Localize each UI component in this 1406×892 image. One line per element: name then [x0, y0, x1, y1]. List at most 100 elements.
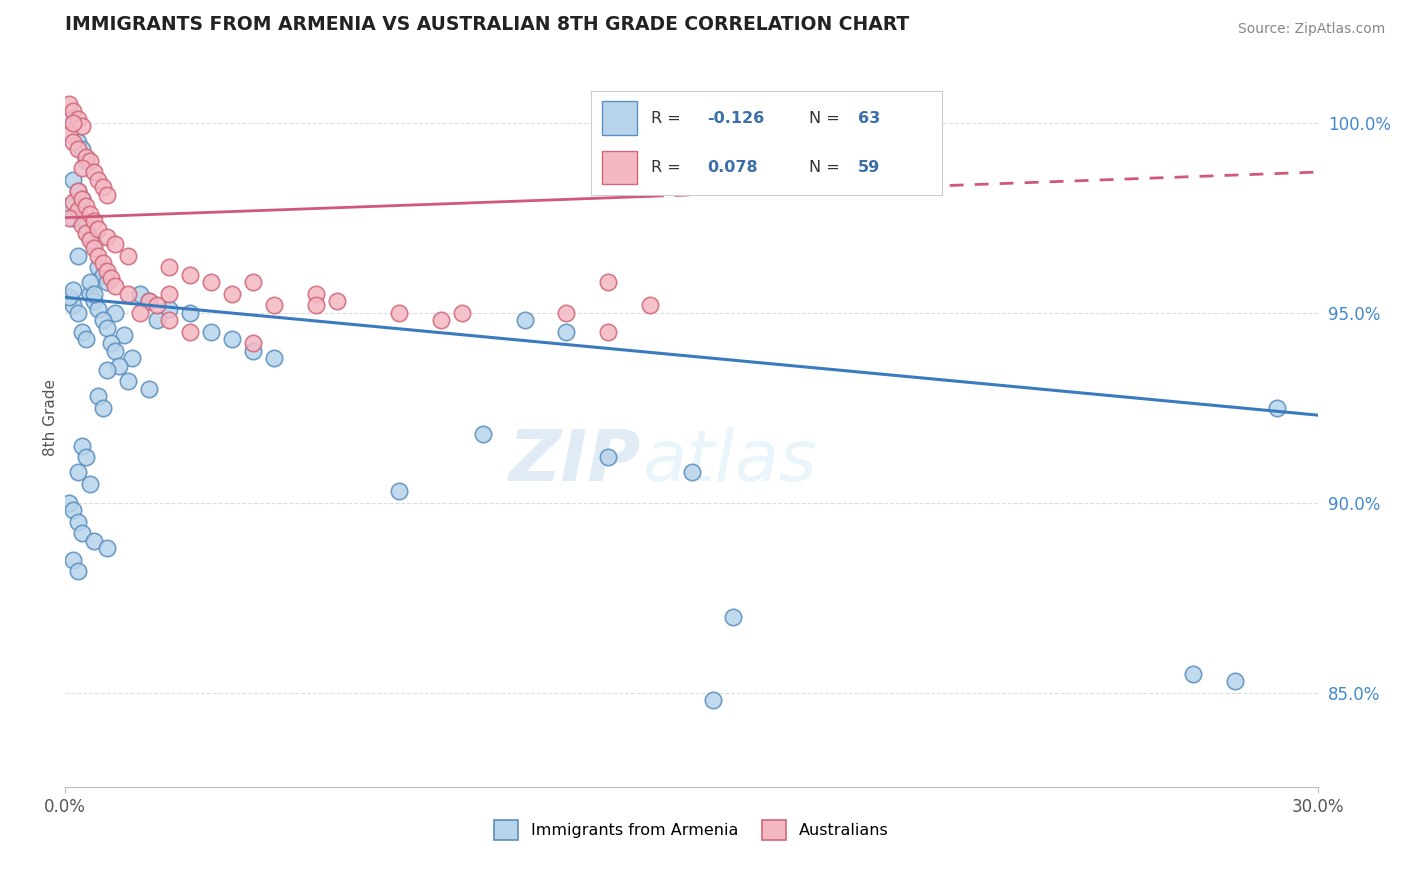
Point	[87, 389, 110, 403]
Point	[83, 241, 105, 255]
Point	[70, 192, 93, 206]
Point	[58, 108, 80, 122]
Point	[87, 301, 110, 316]
Point	[129, 305, 152, 319]
Point	[70, 142, 93, 156]
Point	[242, 343, 264, 358]
Point	[305, 286, 328, 301]
Point	[242, 275, 264, 289]
Point	[129, 286, 152, 301]
Point	[66, 249, 89, 263]
Point	[179, 268, 201, 282]
Point	[58, 127, 80, 141]
Point	[70, 192, 93, 206]
Point	[75, 153, 97, 168]
Point	[58, 495, 80, 509]
Point	[104, 237, 127, 252]
Point	[87, 172, 110, 186]
Point	[66, 465, 89, 479]
Point	[179, 325, 201, 339]
Point	[79, 234, 101, 248]
Text: IMMIGRANTS FROM ARMENIA VS AUSTRALIAN 8TH GRADE CORRELATION CHART: IMMIGRANTS FROM ARMENIA VS AUSTRALIAN 8T…	[65, 15, 910, 34]
Point	[159, 260, 181, 274]
Point	[513, 313, 536, 327]
Point	[87, 260, 110, 274]
Point	[159, 286, 181, 301]
Point	[146, 298, 169, 312]
Point	[146, 313, 169, 327]
Point	[87, 249, 110, 263]
Point	[96, 187, 118, 202]
Point	[70, 161, 93, 176]
Point	[138, 382, 160, 396]
Point	[62, 211, 84, 225]
Point	[66, 305, 89, 319]
Point	[681, 465, 703, 479]
Point	[66, 202, 89, 217]
Point	[75, 218, 97, 232]
Point	[121, 351, 143, 366]
Point	[83, 237, 105, 252]
Point	[104, 279, 127, 293]
Point	[1181, 666, 1204, 681]
Point	[62, 172, 84, 186]
Point	[62, 552, 84, 566]
Point	[70, 525, 93, 540]
Point	[62, 115, 84, 129]
Point	[638, 298, 661, 312]
Point	[62, 503, 84, 517]
Legend: Immigrants from Armenia, Australians: Immigrants from Armenia, Australians	[488, 814, 896, 847]
Y-axis label: 8th Grade: 8th Grade	[44, 378, 58, 456]
Point	[75, 150, 97, 164]
Point	[58, 211, 80, 225]
Point	[66, 515, 89, 529]
Point	[83, 165, 105, 179]
Point	[388, 305, 411, 319]
Text: ZIP: ZIP	[509, 427, 641, 496]
Point	[79, 286, 101, 301]
Point	[104, 305, 127, 319]
Point	[83, 533, 105, 548]
Point	[112, 328, 135, 343]
Point	[91, 256, 114, 270]
Point	[100, 271, 122, 285]
Point	[598, 275, 620, 289]
Point	[1223, 674, 1246, 689]
Point	[200, 275, 222, 289]
Point	[96, 275, 118, 289]
Point	[79, 207, 101, 221]
Point	[79, 275, 101, 289]
Point	[70, 439, 93, 453]
Point	[75, 199, 97, 213]
Point	[70, 325, 93, 339]
Point	[66, 564, 89, 578]
Point	[159, 301, 181, 316]
Point	[75, 332, 97, 346]
Point	[96, 264, 118, 278]
Point	[108, 359, 131, 373]
Point	[62, 298, 84, 312]
Point	[451, 305, 474, 319]
Point	[200, 325, 222, 339]
Point	[79, 476, 101, 491]
Point	[598, 325, 620, 339]
Point	[138, 294, 160, 309]
Point	[117, 374, 139, 388]
Point	[75, 450, 97, 464]
Point	[305, 298, 328, 312]
Point	[723, 609, 745, 624]
Point	[702, 693, 724, 707]
Point	[58, 199, 80, 213]
Point	[221, 332, 243, 346]
Point	[555, 325, 578, 339]
Point	[91, 268, 114, 282]
Point	[138, 294, 160, 309]
Point	[62, 283, 84, 297]
Point	[325, 294, 347, 309]
Point	[430, 313, 453, 327]
Point	[66, 184, 89, 198]
Point	[62, 135, 84, 149]
Point	[87, 222, 110, 236]
Point	[96, 229, 118, 244]
Point	[179, 305, 201, 319]
